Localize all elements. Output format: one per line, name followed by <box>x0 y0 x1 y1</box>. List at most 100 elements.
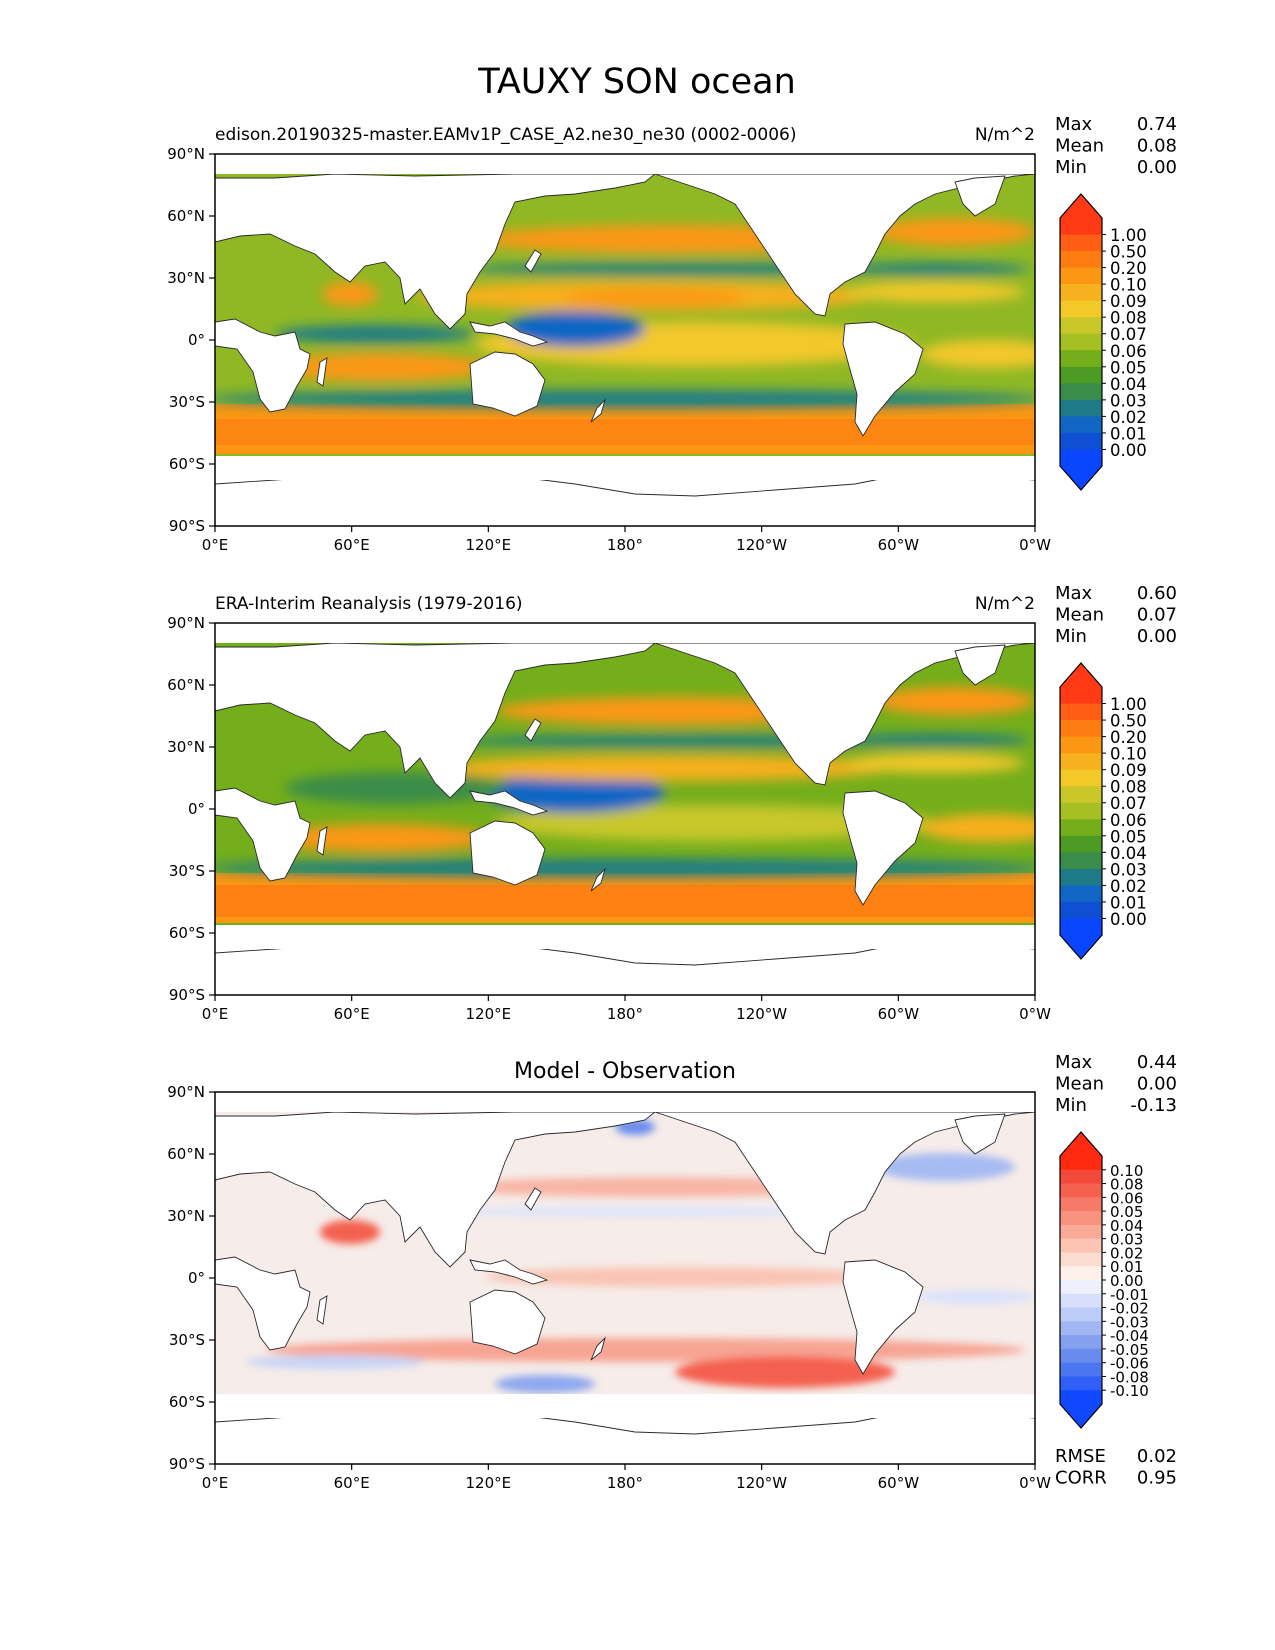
colorbar-swatch <box>1060 835 1102 853</box>
colorbar-swatch <box>1060 819 1102 837</box>
colorbar-swatch <box>1060 753 1102 771</box>
colorbar-swatch <box>1060 416 1102 434</box>
colorbar-label: 0.05 <box>1110 1203 1143 1221</box>
colorbar-outline <box>1059 1131 1103 1429</box>
colorbar-label: 0.06 <box>1110 1189 1143 1207</box>
x-tick-label: 60°W <box>878 536 920 554</box>
southern-ocean-core <box>215 419 1035 445</box>
antarctic-white <box>215 1394 1035 1418</box>
colorbar-swatch <box>1060 1321 1102 1336</box>
colorbar-label: 0.08 <box>1110 778 1147 797</box>
y-tick-label: 30°N <box>167 738 205 756</box>
negative-southern-west <box>245 1355 425 1369</box>
madagascar <box>316 357 328 387</box>
y-tick-label: 60°N <box>167 207 205 225</box>
stat-value: 0.08 <box>1137 136 1177 157</box>
positive-south-pacific-core <box>675 1356 895 1388</box>
colorbar-top-arrow <box>1060 663 1102 687</box>
units-label: N/m^2 <box>975 125 1035 145</box>
colorbar-swatch <box>1060 1211 1102 1226</box>
trade-wind-south-pacific <box>495 805 935 841</box>
colorbar-label: -0.01 <box>1110 1286 1149 1304</box>
australia-landmass <box>469 820 546 886</box>
colorbar-swatch <box>1060 703 1102 721</box>
colorbar-label: 0.20 <box>1110 728 1147 747</box>
positive-arabian-sea <box>320 1220 380 1244</box>
y-tick-label: 0° <box>188 800 205 818</box>
colorbar-swatch <box>1060 251 1102 269</box>
colorbar-label: 0.03 <box>1110 391 1147 410</box>
australia-landmass <box>469 1289 546 1355</box>
positive-equatorial-pacific <box>485 1267 885 1287</box>
japan <box>524 249 542 273</box>
stat-label: Min <box>1055 157 1087 178</box>
stat-value: 0.00 <box>1137 1074 1177 1095</box>
colorbar-label: -0.08 <box>1110 1368 1149 1386</box>
new-zealand <box>590 398 606 423</box>
panel-reference: ERA-Interim Reanalysis (1979-2016) N/m^2 <box>167 583 1177 1023</box>
trade-wind-south-atlantic <box>920 814 1035 842</box>
y-tick-label: 60°S <box>169 924 205 942</box>
japan <box>524 718 542 742</box>
y-tick-label: 60°S <box>169 455 205 473</box>
colorbar-swatch <box>1060 1376 1102 1391</box>
antarctic-white <box>215 456 1035 480</box>
colorbar-swatch <box>1060 1197 1102 1212</box>
colorbar-swatch <box>1060 317 1102 335</box>
subtropic-low-south <box>215 390 1035 408</box>
colorbar-label: -0.03 <box>1110 1313 1149 1331</box>
colorbar-label: 0.08 <box>1110 309 1147 328</box>
x-tick-label: 120°W <box>736 1005 787 1023</box>
colorbar-swatch <box>1060 687 1102 705</box>
stat-label: CORR <box>1055 1468 1107 1489</box>
stat-label: RMSE <box>1055 1446 1106 1467</box>
x-tick-label: 180° <box>607 1474 643 1492</box>
y-tick-label: 60°N <box>167 676 205 694</box>
stat-value: 0.00 <box>1137 157 1177 178</box>
colorbar-label: 0.00 <box>1110 1272 1143 1290</box>
new-zealand <box>590 1336 606 1361</box>
subtropic-low-north-atlantic <box>840 734 1030 746</box>
south-america-landmass <box>842 321 924 437</box>
y-tick-label: 60°N <box>167 1145 205 1163</box>
colorbar-label: 0.10 <box>1110 1162 1143 1180</box>
trade-wind-north-atlantic <box>845 282 1025 302</box>
colorbar-label: -0.04 <box>1110 1327 1149 1345</box>
continents <box>215 623 1035 995</box>
x-tick-label: 60°E <box>334 1474 370 1492</box>
madagascar <box>316 826 328 856</box>
x-tick-label: 180° <box>607 536 643 554</box>
colorbar-outline <box>1059 193 1103 491</box>
panel-test: edison.20190325-master.EAMv1P_CASE_A2.ne… <box>167 114 1177 554</box>
panel-title: edison.20190325-master.EAMv1P_CASE_A2.ne… <box>215 125 796 145</box>
arctic-cap <box>215 623 1035 643</box>
x-tick-label: 60°W <box>878 1005 920 1023</box>
colorbar-swatch <box>1060 366 1102 384</box>
colorbar-swatch <box>1060 736 1102 754</box>
units-label: N/m^2 <box>975 594 1035 614</box>
stat-value: 0.74 <box>1137 114 1177 135</box>
colorbar-swatch <box>1060 1156 1102 1171</box>
stat-value: 0.00 <box>1137 626 1177 647</box>
arctic-cap <box>215 154 1035 174</box>
colorbar-swatch <box>1060 1252 1102 1267</box>
colorbar-swatch <box>1060 1390 1102 1405</box>
westerly-north-atlantic <box>875 218 1035 246</box>
colorbar-swatch <box>1060 1335 1102 1350</box>
colorbar-label: 0.06 <box>1110 811 1147 830</box>
trade-wind-north-pacific-core <box>565 289 745 307</box>
x-tick-label: 180° <box>607 1005 643 1023</box>
colorbar-label: 0.50 <box>1110 712 1147 731</box>
negative-south-indian <box>495 1375 595 1393</box>
stat-label: Min <box>1055 626 1087 647</box>
australia-landmass <box>469 351 546 417</box>
colorbar-label: 0.09 <box>1110 292 1147 311</box>
colorbar-bottom-arrow <box>1060 1404 1102 1428</box>
x-tick-label: 0°E <box>202 1474 229 1492</box>
x-tick-label: 0°W <box>1019 1474 1051 1492</box>
x-tick-label: 120°E <box>466 536 512 554</box>
southern-ocean-core <box>215 885 1035 917</box>
panel-title: ERA-Interim Reanalysis (1979-2016) <box>215 594 523 614</box>
stat-label: Min <box>1055 1095 1087 1116</box>
